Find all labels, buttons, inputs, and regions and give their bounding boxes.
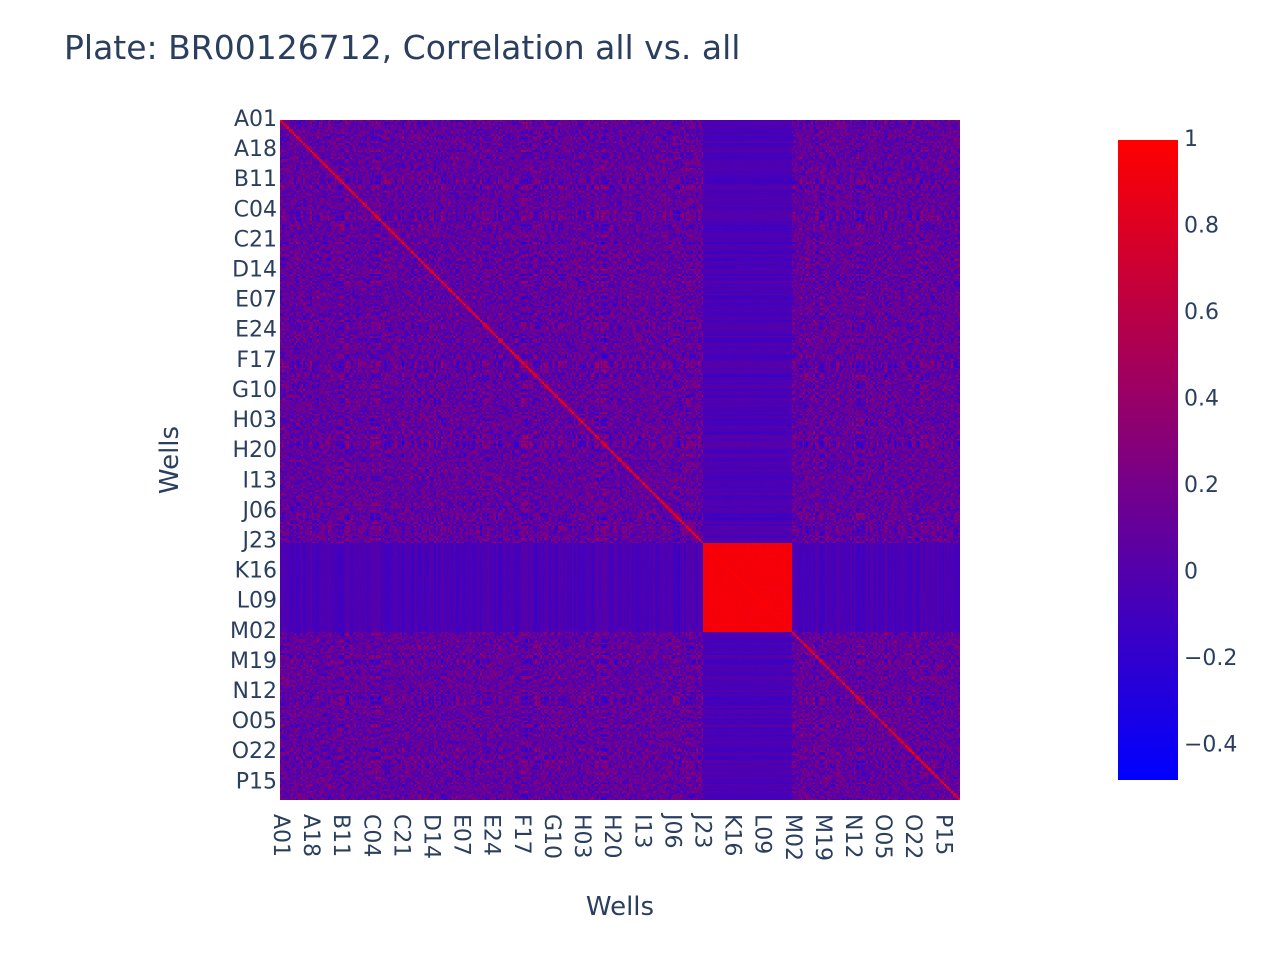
x-tick-label: O22	[900, 814, 925, 859]
x-tick-label: C21	[388, 814, 413, 857]
y-tick-label: K16	[235, 559, 277, 584]
x-tick-label: M02	[780, 814, 805, 861]
y-tick-label: D14	[232, 258, 277, 283]
y-tick-label: G10	[232, 378, 277, 403]
y-tick-label: M02	[230, 619, 277, 644]
y-tick-label: E24	[235, 318, 277, 343]
y-tick-label: M19	[230, 649, 277, 674]
y-tick-label: A18	[234, 137, 277, 162]
colorbar-tick-label: 0.8	[1184, 213, 1219, 238]
heatmap-grid[interactable]	[280, 120, 960, 800]
y-axis-ticks: A01 A18 B11 C04 C21 D14 E07 E24 F17 G10 H03 H20 I13 J…	[230, 107, 277, 794]
x-tick-label: J23	[689, 812, 714, 848]
y-tick-label: P15	[236, 769, 277, 794]
colorbar-tick-label: 0.4	[1184, 386, 1219, 411]
x-tick-label: L09	[750, 814, 775, 854]
x-tick-label: M19	[810, 814, 835, 861]
y-axis-title: Wells	[155, 426, 185, 494]
y-tick-label: I13	[243, 468, 277, 493]
colorbar-tick-label: 0.6	[1184, 300, 1219, 325]
y-tick-label: A01	[234, 107, 277, 132]
x-tick-label: O05	[870, 814, 895, 859]
x-tick-label: C04	[358, 814, 383, 857]
x-tick-label: D14	[419, 814, 444, 859]
chart-title: Plate: BR00126712, Correlation all vs. a…	[64, 28, 741, 67]
x-tick-label: G10	[539, 814, 564, 859]
x-tick-label: J06	[659, 812, 684, 848]
x-tick-label: H03	[569, 814, 594, 859]
y-tick-label: H20	[232, 438, 277, 463]
colorbar-tick-label: 0	[1184, 559, 1198, 584]
y-tick-label: F17	[236, 348, 277, 373]
x-tick-label: H20	[599, 814, 624, 859]
x-axis-ticks: A01 A18 B11 C04 C21 D14 E07 E24 F17 G10 H03 H20 I13 J…	[268, 812, 955, 861]
y-tick-label: N12	[233, 679, 277, 704]
x-tick-label: B11	[328, 814, 353, 857]
y-tick-label: B11	[234, 167, 277, 192]
colorbar-tick-label: −0.4	[1184, 732, 1237, 757]
x-tick-label: K16	[720, 814, 745, 856]
colorbar-tick-label: 0.2	[1184, 473, 1219, 498]
y-tick-label: C04	[234, 197, 277, 222]
x-tick-label: I13	[629, 814, 654, 848]
y-tick-label: O05	[232, 709, 277, 734]
x-tick-label: E24	[479, 814, 504, 856]
x-axis-title: Wells	[586, 892, 654, 922]
y-tick-label: H03	[232, 408, 277, 433]
x-tick-label: F17	[509, 814, 534, 855]
y-tick-label: E07	[235, 288, 277, 313]
colorbar-tick-label: 1	[1184, 127, 1198, 152]
y-tick-label: J06	[241, 498, 277, 523]
x-tick-label: A01	[268, 814, 293, 857]
y-tick-label: J23	[241, 528, 277, 553]
colorbar-tick-label: −0.2	[1184, 646, 1237, 671]
colorbar-ticks: 1 0.8 0.6 0.4 0.2 0 −0.2 −0.4	[1184, 127, 1237, 757]
colorbar	[1118, 140, 1178, 780]
y-tick-label: L09	[237, 589, 277, 614]
x-tick-label: N12	[840, 814, 865, 858]
y-tick-label: C21	[234, 227, 277, 252]
y-tick-label: O22	[232, 739, 277, 764]
x-tick-label: E07	[449, 814, 474, 856]
x-tick-label: P15	[930, 814, 955, 855]
x-tick-label: A18	[298, 814, 323, 857]
